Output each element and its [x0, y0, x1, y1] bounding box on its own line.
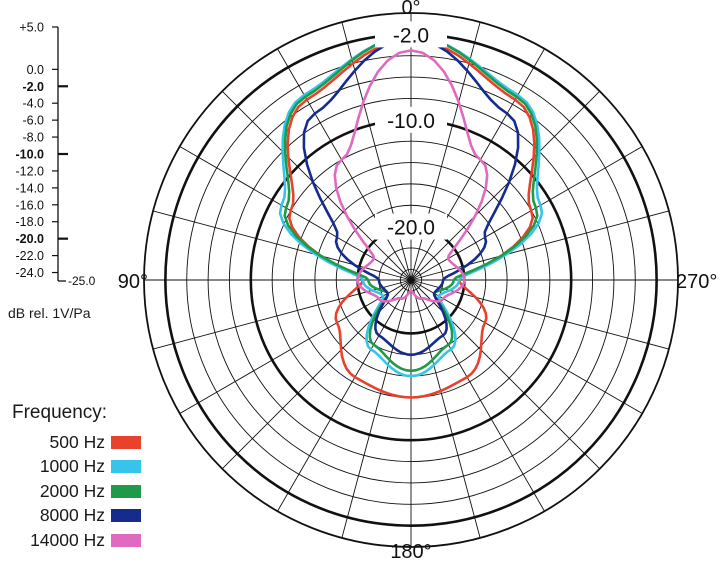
grid-spoke — [410, 279, 481, 539]
scale-label: -6.0 — [22, 114, 44, 128]
legend-swatch — [111, 460, 141, 474]
series-line — [333, 49, 489, 303]
scale-label: -14.0 — [16, 181, 45, 195]
series-line — [302, 37, 520, 357]
legend-label: 1000 Hz — [39, 456, 105, 477]
legend-swatch — [111, 484, 141, 498]
grid-spoke — [410, 90, 601, 281]
legend-item-500hz: 500 Hz — [8, 430, 141, 455]
legend: Frequency: 500 Hz 1000 Hz 2000 Hz 8000 H… — [8, 402, 158, 553]
ring-label: -2.0 — [393, 24, 429, 47]
scale-label: -25.0 — [68, 274, 96, 288]
grid-spoke — [277, 48, 412, 281]
scale-label: +5.0 — [19, 21, 44, 35]
legend-title: Frequency: — [12, 402, 108, 423]
legend-swatch — [111, 435, 141, 449]
grid-spoke — [277, 279, 412, 512]
polar-series — [278, 35, 544, 399]
grid-spoke — [179, 279, 412, 414]
grid-spoke — [341, 279, 412, 539]
grid-spoke — [410, 48, 545, 281]
legend-label: 8000 Hz — [39, 505, 105, 526]
legend-swatch — [111, 509, 141, 523]
ring-label-bg — [375, 106, 447, 133]
db-scale: +5.0 0.0 -2.0 -4.0 -6.0 -8.0 -10.0 -12.0 -14.0 -1… — [16, 21, 96, 289]
legend-item-8000hz: 8000 Hz — [8, 504, 141, 529]
chart-labels: -2.0 -10.0 -20.0 0° 90° 180° 270° — [118, 0, 718, 563]
legend-label: 500 Hz — [49, 431, 105, 452]
series-line — [278, 35, 544, 378]
series-line — [283, 35, 539, 373]
legend-swatch — [111, 533, 141, 547]
ring-label: -10.0 — [387, 110, 435, 133]
angle-label: 0° — [401, 0, 420, 19]
grid-spoke — [221, 90, 412, 281]
series-line — [286, 38, 536, 399]
angle-label: 180° — [390, 541, 431, 563]
scale-label: -12.0 — [16, 164, 45, 178]
legend-label: 14000 Hz — [30, 529, 105, 550]
scale-label: -16.0 — [16, 198, 45, 212]
scale-label: -24.0 — [16, 266, 45, 280]
legend-item-1000hz: 1000 Hz — [8, 455, 141, 480]
legend-item-14000hz: 14000 Hz — [8, 528, 141, 553]
angle-label: 270° — [676, 271, 717, 293]
angle-label: 90° — [118, 271, 148, 293]
grid-spoke — [410, 279, 545, 512]
ring-label-bg — [375, 213, 447, 240]
scale-label: -8.0 — [22, 131, 44, 145]
grid-spoke — [152, 210, 412, 281]
scale-unit-label: dB rel. 1V/Pa — [8, 305, 91, 321]
scale-label: -20.0 — [16, 232, 45, 246]
grid-spoke — [410, 279, 643, 414]
scale-label: -10.0 — [16, 148, 45, 162]
legend-item-2000hz: 2000 Hz — [8, 479, 141, 504]
scale-label: -4.0 — [22, 97, 44, 111]
scale-label: -2.0 — [22, 80, 44, 94]
scale-label: 0.0 — [27, 63, 44, 77]
grid-spoke — [221, 279, 412, 470]
scale-label: -22.0 — [16, 249, 45, 263]
ring-label: -20.0 — [387, 217, 435, 240]
polar-grid — [143, 12, 679, 548]
ring-label-bg — [375, 21, 447, 48]
grid-spoke — [410, 210, 670, 281]
grid-spoke — [410, 279, 601, 470]
legend-label: 2000 Hz — [39, 480, 105, 501]
scale-label: -18.0 — [16, 215, 45, 229]
